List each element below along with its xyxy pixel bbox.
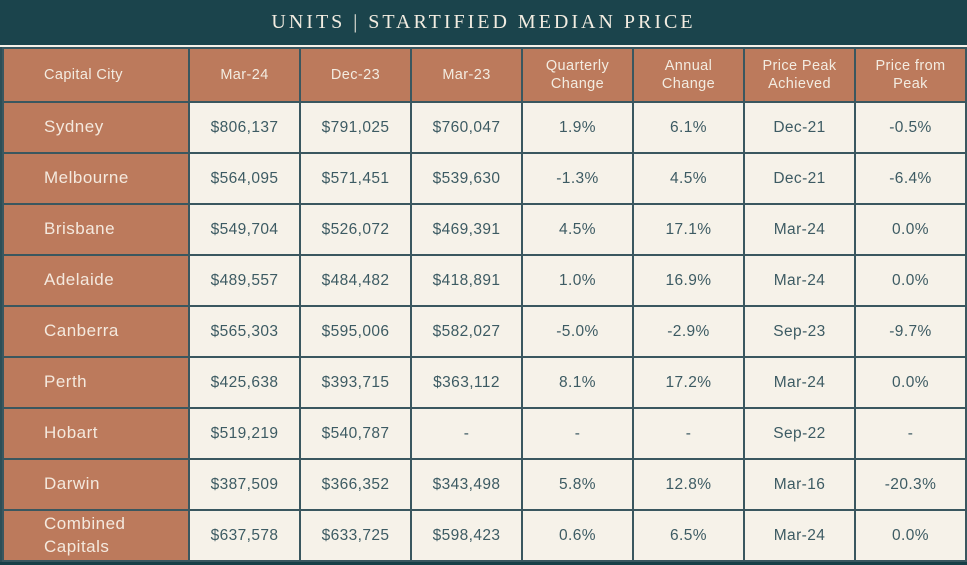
- data-cell-combined-capitals-quarterly-change: 0.6%: [521, 509, 634, 562]
- data-cell-melbourne-mar-23: $539,630: [410, 152, 523, 205]
- data-cell-melbourne-mar-24: $564,095: [188, 152, 301, 205]
- data-cell-combined-capitals-price-peak-achieved: Mar-24: [743, 509, 856, 562]
- data-cell-canberra-mar-24: $565,303: [188, 305, 301, 358]
- data-cell-brisbane-mar-23: $469,391: [410, 203, 523, 256]
- table-header: Capital City Mar-24 Dec-23 Mar-23 Quarterly …: [2, 47, 967, 103]
- data-cell-melbourne-quarterly-change: -1.3%: [521, 152, 634, 205]
- data-cell-hobart-quarterly-change: -: [521, 407, 634, 460]
- bottom-border-bar: [0, 562, 967, 565]
- data-cell-perth-price-from-peak: 0.0%: [854, 356, 967, 409]
- data-cell-perth-annual-change: 17.2%: [632, 356, 745, 409]
- data-cell-perth-mar-23: $363,112: [410, 356, 523, 409]
- data-cell-canberra-price-from-peak: -9.7%: [854, 305, 967, 358]
- column-header-price-peak-achieved: Price Peak Achieved: [743, 47, 856, 103]
- data-cell-perth-quarterly-change: 8.1%: [521, 356, 634, 409]
- city-cell-hobart: Hobart: [2, 407, 190, 460]
- data-cell-adelaide-annual-change: 16.9%: [632, 254, 745, 307]
- data-cell-canberra-mar-23: $582,027: [410, 305, 523, 358]
- data-cell-darwin-price-peak-achieved: Mar-16: [743, 458, 856, 511]
- column-header-mar-24: Mar-24: [188, 47, 301, 103]
- data-cell-sydney-price-from-peak: -0.5%: [854, 101, 967, 154]
- data-cell-brisbane-dec-23: $526,072: [299, 203, 412, 256]
- data-cell-darwin-mar-23: $343,498: [410, 458, 523, 511]
- data-cell-canberra-dec-23: $595,006: [299, 305, 412, 358]
- city-cell-perth: Perth: [2, 356, 190, 409]
- data-cell-melbourne-price-peak-achieved: Dec-21: [743, 152, 856, 205]
- median-price-table: Capital City Mar-24 Dec-23 Mar-23 Quarterly …: [2, 47, 967, 562]
- data-cell-adelaide-mar-24: $489,557: [188, 254, 301, 307]
- data-cell-darwin-quarterly-change: 5.8%: [521, 458, 634, 511]
- title-bar: UNITS | STARTIFIED MEDIAN PRICE: [0, 0, 967, 47]
- table-row-melbourne: Melbourne $564,095 $571,451 $539,630 -1.3% 4.…: [2, 152, 967, 205]
- data-cell-hobart-dec-23: $540,787: [299, 407, 412, 460]
- data-cell-adelaide-price-peak-achieved: Mar-24: [743, 254, 856, 307]
- data-cell-sydney-annual-change: 6.1%: [632, 101, 745, 154]
- data-cell-combined-capitals-price-from-peak: 0.0%: [854, 509, 967, 562]
- data-cell-sydney-price-peak-achieved: Dec-21: [743, 101, 856, 154]
- data-cell-combined-capitals-annual-change: 6.5%: [632, 509, 745, 562]
- header-row: Capital City Mar-24 Dec-23 Mar-23 Quarterly …: [2, 47, 967, 103]
- table-row-perth: Perth $425,638 $393,715 $363,112 8.1% 17.2% Ma…: [2, 356, 967, 409]
- data-cell-melbourne-dec-23: $571,451: [299, 152, 412, 205]
- data-cell-darwin-mar-24: $387,509: [188, 458, 301, 511]
- table-row-sydney: Sydney $806,137 $791,025 $760,047 1.9% 6.1% De…: [2, 101, 967, 154]
- data-cell-canberra-price-peak-achieved: Sep-23: [743, 305, 856, 358]
- data-cell-sydney-quarterly-change: 1.9%: [521, 101, 634, 154]
- data-cell-darwin-annual-change: 12.8%: [632, 458, 745, 511]
- data-cell-adelaide-dec-23: $484,482: [299, 254, 412, 307]
- table-body: Sydney $806,137 $791,025 $760,047 1.9% 6.1% De…: [2, 101, 967, 562]
- column-header-price-from-peak: Price from Peak: [854, 47, 967, 103]
- city-cell-canberra: Canberra: [2, 305, 190, 358]
- data-cell-darwin-dec-23: $366,352: [299, 458, 412, 511]
- table-row-combined-capitals: Combined Capitals $637,578 $633,725 $598,42…: [2, 509, 967, 562]
- data-cell-brisbane-quarterly-change: 4.5%: [521, 203, 634, 256]
- data-cell-combined-capitals-mar-24: $637,578: [188, 509, 301, 562]
- page-title: UNITS | STARTIFIED MEDIAN PRICE: [271, 11, 696, 33]
- data-cell-combined-capitals-mar-23: $598,423: [410, 509, 523, 562]
- city-cell-melbourne: Melbourne: [2, 152, 190, 205]
- table-row-canberra: Canberra $565,303 $595,006 $582,027 -5.0% -2.…: [2, 305, 967, 358]
- data-cell-melbourne-annual-change: 4.5%: [632, 152, 745, 205]
- data-cell-brisbane-mar-24: $549,704: [188, 203, 301, 256]
- data-cell-perth-price-peak-achieved: Mar-24: [743, 356, 856, 409]
- city-cell-brisbane: Brisbane: [2, 203, 190, 256]
- data-cell-hobart-mar-24: $519,219: [188, 407, 301, 460]
- column-header-capital-city: Capital City: [2, 47, 190, 103]
- city-cell-sydney: Sydney: [2, 101, 190, 154]
- city-cell-darwin: Darwin: [2, 458, 190, 511]
- data-cell-brisbane-price-peak-achieved: Mar-24: [743, 203, 856, 256]
- data-cell-perth-dec-23: $393,715: [299, 356, 412, 409]
- data-cell-hobart-price-from-peak: -: [854, 407, 967, 460]
- data-cell-adelaide-price-from-peak: 0.0%: [854, 254, 967, 307]
- column-header-annual-change: Annual Change: [632, 47, 745, 103]
- data-cell-adelaide-mar-23: $418,891: [410, 254, 523, 307]
- data-cell-adelaide-quarterly-change: 1.0%: [521, 254, 634, 307]
- data-cell-perth-mar-24: $425,638: [188, 356, 301, 409]
- data-cell-hobart-mar-23: -: [410, 407, 523, 460]
- data-cell-sydney-dec-23: $791,025: [299, 101, 412, 154]
- table-row-hobart: Hobart $519,219 $540,787- - - Sep-22-: [2, 407, 967, 460]
- data-cell-canberra-quarterly-change: -5.0%: [521, 305, 634, 358]
- data-cell-canberra-annual-change: -2.9%: [632, 305, 745, 358]
- column-header-mar-23: Mar-23: [410, 47, 523, 103]
- data-cell-melbourne-price-from-peak: -6.4%: [854, 152, 967, 205]
- data-cell-brisbane-price-from-peak: 0.0%: [854, 203, 967, 256]
- table-row-brisbane: Brisbane $549,704 $526,072 $469,391 4.5% 17.1…: [2, 203, 967, 256]
- data-cell-brisbane-annual-change: 17.1%: [632, 203, 745, 256]
- city-cell-combined-capitals: Combined Capitals: [2, 509, 190, 562]
- data-cell-darwin-price-from-peak: -20.3%: [854, 458, 967, 511]
- column-header-quarterly-change: Quarterly Change: [521, 47, 634, 103]
- data-cell-sydney-mar-24: $806,137: [188, 101, 301, 154]
- table-row-adelaide: Adelaide $489,557 $484,482 $418,891 1.0% 16.9…: [2, 254, 967, 307]
- city-cell-adelaide: Adelaide: [2, 254, 190, 307]
- column-header-dec-23: Dec-23: [299, 47, 412, 103]
- data-cell-hobart-price-peak-achieved: Sep-22: [743, 407, 856, 460]
- data-cell-hobart-annual-change: -: [632, 407, 745, 460]
- data-cell-sydney-mar-23: $760,047: [410, 101, 523, 154]
- table-row-darwin: Darwin $387,509 $366,352 $343,498 5.8% 12.8% M…: [2, 458, 967, 511]
- data-cell-combined-capitals-dec-23: $633,725: [299, 509, 412, 562]
- table-wrapper: Capital City Mar-24 Dec-23 Mar-23 Quarterly …: [0, 47, 967, 562]
